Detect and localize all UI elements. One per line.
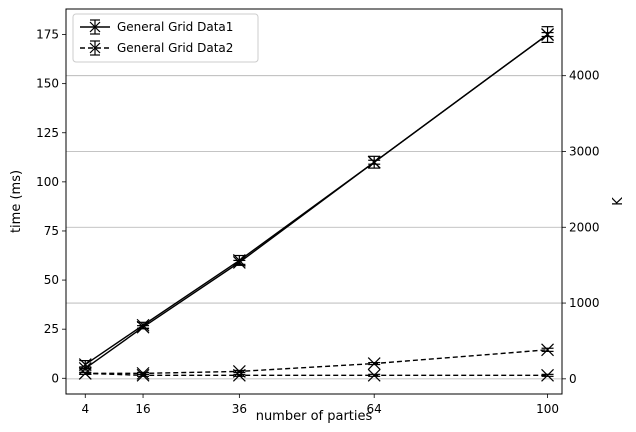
- y-axis-label: time (ms): [9, 170, 24, 233]
- marker-x: [541, 28, 554, 41]
- y2-tick-label: 3000: [569, 144, 600, 158]
- series-line: [84, 33, 548, 366]
- grid-lines: [66, 75, 562, 380]
- x-axis-label: number of parties: [256, 409, 373, 424]
- marker-x: [541, 343, 554, 357]
- y-tick-label: 100: [36, 175, 59, 189]
- y2-tick-label: 1000: [569, 296, 600, 310]
- legend-label: General Grid Data1: [117, 20, 233, 34]
- x-tick-label: 4: [81, 402, 89, 416]
- series-1: [78, 26, 554, 371]
- y2-tick-label: 0: [569, 372, 577, 386]
- y2-axis-label: K: [611, 197, 626, 206]
- marker-x: [367, 368, 381, 382]
- y2-tick-label: 4000: [569, 69, 600, 83]
- series-layer: [78, 26, 554, 382]
- y-axis-left: 0 25 50 75 100 125 150 175: [36, 28, 66, 385]
- legend-box: [72, 13, 259, 63]
- y-tick-label: 125: [36, 126, 59, 140]
- y-tick-label: 175: [36, 28, 59, 42]
- marker-x: [89, 21, 101, 33]
- y-tick-label: 50: [44, 273, 59, 287]
- series-line: [85, 372, 548, 377]
- marker-x: [541, 368, 554, 382]
- x-tick-label: 16: [135, 402, 150, 416]
- marker-x: [232, 368, 246, 382]
- marker-x: [136, 368, 150, 382]
- y-tick-label: 25: [44, 322, 59, 336]
- marker-x: [232, 255, 246, 269]
- series-line: [84, 33, 548, 370]
- marker-x: [136, 320, 150, 334]
- marker-x: [78, 366, 92, 380]
- series-4: [78, 366, 554, 382]
- series-2: [78, 28, 554, 375]
- y-tick-label: 75: [44, 224, 59, 238]
- x-tick-label: 36: [232, 402, 247, 416]
- series-3: [78, 343, 554, 380]
- legend: General Grid Data1 General Grid Data2: [72, 13, 259, 63]
- x-tick-label: 100: [536, 402, 559, 416]
- y-tick-label: 0: [51, 371, 59, 385]
- marker-x: [232, 364, 246, 378]
- y-tick-label: 150: [36, 77, 59, 91]
- y-axis-right: 0 1000 2000 3000 4000: [562, 69, 600, 386]
- x-axis: 4 16 36 64 100: [81, 394, 559, 416]
- x-tick-label: 64: [367, 402, 382, 416]
- marker-x: [136, 366, 150, 380]
- marker-x: [89, 42, 101, 54]
- series-line: [85, 349, 548, 375]
- marker-x: [367, 357, 381, 370]
- plot-frame: [65, 8, 563, 395]
- legend-label: General Grid Data2: [117, 41, 233, 55]
- y2-tick-label: 2000: [569, 220, 600, 234]
- marker-x: [367, 155, 381, 169]
